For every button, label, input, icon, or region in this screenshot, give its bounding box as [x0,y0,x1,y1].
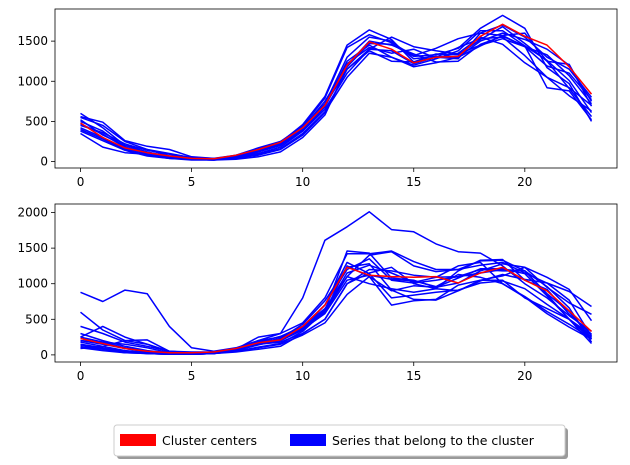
y-tick-label: 0 [40,155,48,169]
bottom-center-series [80,266,593,354]
legend: Cluster centers Series that belong to th… [113,424,568,459]
top-center-series [80,23,593,160]
y-tick-label: 1000 [17,277,48,291]
legend-swatch-member-series [290,434,326,446]
y-tick-label: 1500 [17,34,48,48]
y-tick-label: 500 [25,312,48,326]
member-series-line [80,32,593,160]
top-x-ticks: 0 5 10 15 20 [77,168,532,189]
bottom-y-ticks: 0 500 1000 1500 2000 [17,206,55,362]
x-tick-label: 10 [295,369,310,383]
x-tick-label: 0 [77,175,85,189]
cluster-center-line [80,23,593,160]
x-tick-label: 15 [406,175,421,189]
x-tick-label: 20 [517,175,532,189]
top-subplot: 0 5 10 15 20 0 500 1000 1500 [17,8,618,189]
x-tick-label: 20 [517,369,532,383]
y-tick-label: 1000 [17,74,48,88]
y-tick-label: 0 [40,348,48,362]
top-axes-frame [54,8,618,169]
x-tick-label: 0 [77,369,85,383]
member-series-line [80,32,593,161]
legend-label-member-series: Series that belong to the cluster [332,433,535,448]
cluster-center-line [80,266,593,354]
bottom-x-ticks: 0 5 10 15 20 [77,362,532,383]
member-series-line [80,261,592,355]
legend-swatch-cluster-centers [120,434,156,446]
bottom-subplot: 0 5 10 15 20 0 500 1000 1500 2000 [17,203,618,383]
top-y-ticks: 0 500 1000 1500 [17,34,55,169]
y-tick-label: 2000 [17,206,48,220]
bottom-axes-frame [54,203,618,363]
y-tick-label: 1500 [17,241,48,255]
x-tick-label: 5 [188,175,196,189]
y-tick-label: 500 [25,114,48,128]
legend-box [113,424,566,457]
x-tick-label: 5 [188,369,196,383]
x-tick-label: 15 [406,369,421,383]
member-series-line [80,29,592,161]
legend-label-cluster-centers: Cluster centers [162,433,257,448]
x-tick-label: 10 [295,175,310,189]
